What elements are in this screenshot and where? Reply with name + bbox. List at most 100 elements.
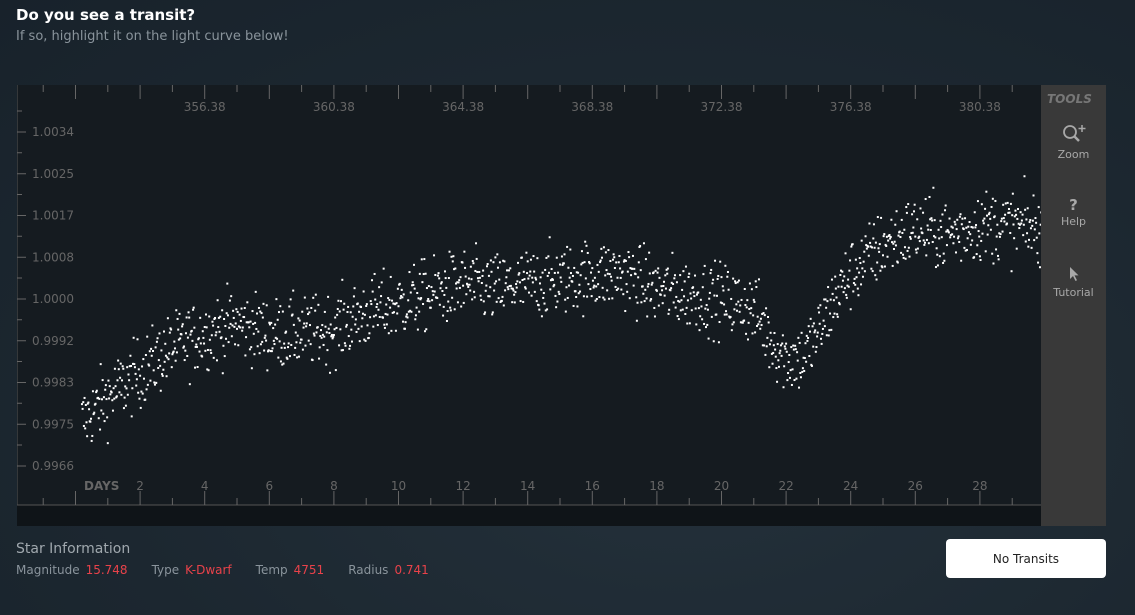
data-point [734,280,737,283]
data-point [683,295,686,298]
data-point [945,244,948,247]
data-point [768,343,771,346]
data-point [1036,252,1039,255]
data-point [126,366,129,369]
data-point [1020,222,1023,225]
data-point [198,350,201,353]
data-point [865,247,868,250]
data-point [135,384,138,387]
data-point [402,320,405,323]
zoom-tool-button[interactable]: Zoom [1041,123,1106,161]
data-point [93,411,96,414]
data-point [433,290,436,293]
data-point [549,288,552,291]
y-tick-label: 1.0000 [32,292,74,306]
data-point [1012,223,1015,226]
data-point [918,240,921,243]
data-point [99,363,102,366]
tutorial-tool-button[interactable]: Tutorial [1041,265,1106,299]
data-point [737,300,740,303]
data-point [903,228,906,231]
data-point [384,312,387,315]
data-point [805,334,808,337]
data-point [978,255,981,258]
data-point [608,297,611,300]
data-point [604,274,607,277]
data-point [808,355,811,358]
data-point [886,255,889,258]
data-point [592,286,595,289]
data-point [1037,206,1040,209]
data-point [982,222,985,225]
data-point [795,377,798,380]
data-point [690,309,693,312]
data-point [646,285,649,288]
data-point [513,301,516,304]
data-point [226,314,229,317]
x-tick-label: 16 [585,479,600,493]
data-point [509,267,512,270]
data-point [274,323,277,326]
data-point [628,297,631,300]
data-point [676,315,679,318]
data-point [942,261,945,264]
data-point [518,281,521,284]
data-point [133,366,136,369]
data-point [701,318,704,321]
data-point [931,219,934,222]
data-point [133,363,136,366]
data-point [582,315,585,318]
data-point [343,302,346,305]
data-point [665,268,668,271]
data-point [805,360,808,363]
data-point [575,271,578,274]
data-point [429,306,432,309]
data-point [504,289,507,292]
data-point [247,321,250,324]
data-point [474,269,477,272]
data-point [148,350,151,353]
data-point [232,309,235,312]
data-point [94,402,97,405]
data-point [1039,223,1041,226]
data-point [790,346,793,349]
data-point [1008,211,1011,214]
data-point [593,276,596,279]
x-axis-label: DAYS [84,479,119,493]
data-point [562,262,565,265]
data-point [874,274,877,277]
data-point [876,216,879,219]
data-point [422,303,425,306]
data-point [152,350,155,353]
data-point [142,358,145,361]
help-tool-button[interactable]: ? Help [1041,195,1106,228]
x-tick-label: 28 [972,479,987,493]
data-point [382,267,385,270]
data-point [394,329,397,332]
data-point [678,300,681,303]
data-point [363,313,366,316]
data-point [965,226,968,229]
data-point [460,305,463,308]
data-point [145,388,148,391]
data-point [308,311,311,314]
data-point [1018,227,1021,230]
data-point [392,302,395,305]
data-point [814,329,817,332]
data-point [785,350,788,353]
data-point [715,313,718,316]
data-point [837,285,840,288]
data-point [84,427,87,430]
data-point [843,287,846,290]
data-point [541,271,544,274]
data-point [154,346,157,349]
data-point [722,289,725,292]
data-point [216,299,219,302]
no-transits-button[interactable]: No Transits [946,539,1106,578]
data-point [263,349,266,352]
data-point [940,226,943,229]
data-point [546,274,549,277]
data-point [183,345,186,348]
data-point [288,305,291,308]
light-curve-chart[interactable]: 356.38 360.38 364.38 368.38 372.38 376.38 380.… [17,85,1041,526]
